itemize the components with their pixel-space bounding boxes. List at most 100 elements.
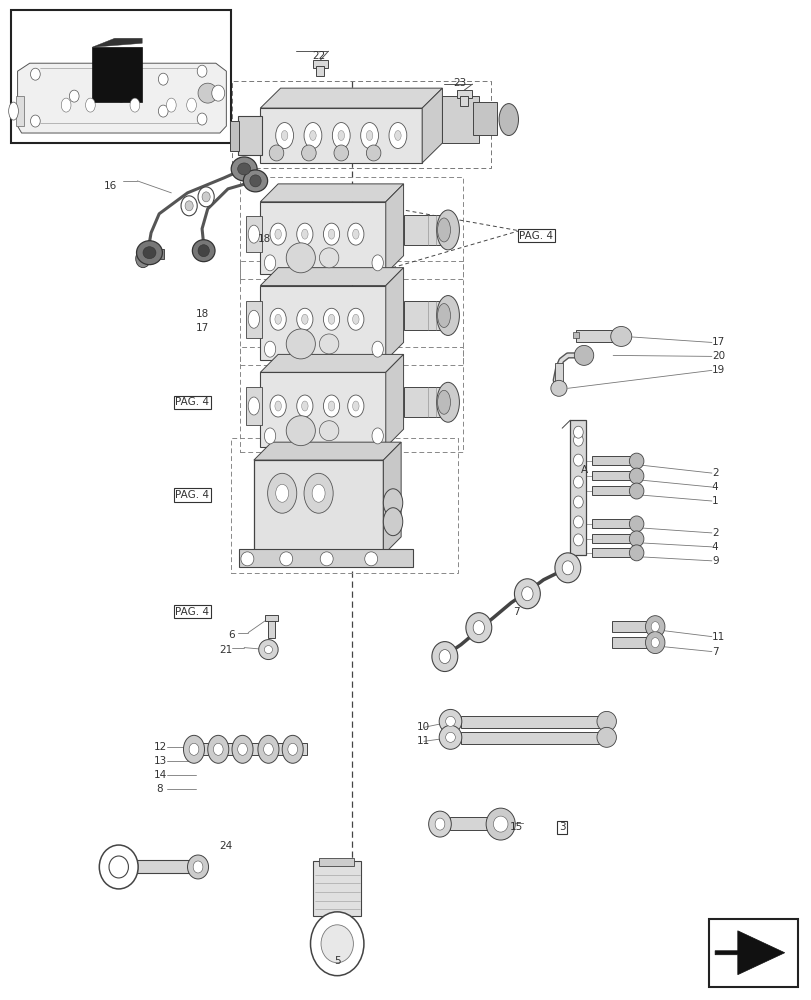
Ellipse shape [296, 308, 312, 330]
Ellipse shape [629, 531, 643, 547]
Bar [449, 817, 498, 830]
Ellipse shape [435, 818, 444, 830]
Text: 10: 10 [417, 722, 430, 732]
Ellipse shape [31, 68, 41, 80]
Ellipse shape [198, 83, 217, 103]
Ellipse shape [280, 552, 292, 566]
Text: 18: 18 [195, 309, 208, 319]
Ellipse shape [286, 243, 315, 273]
Ellipse shape [185, 201, 193, 211]
Ellipse shape [243, 170, 268, 192]
Ellipse shape [183, 735, 204, 763]
Ellipse shape [269, 145, 284, 161]
Bar [260, 286, 385, 360]
Ellipse shape [629, 468, 643, 484]
Ellipse shape [436, 210, 459, 250]
Ellipse shape [248, 397, 260, 415]
Ellipse shape [264, 428, 276, 444]
Ellipse shape [158, 73, 168, 85]
Ellipse shape [514, 579, 539, 609]
Ellipse shape [650, 622, 659, 632]
Text: 8: 8 [157, 784, 163, 794]
Ellipse shape [333, 145, 348, 161]
Ellipse shape [296, 223, 312, 245]
Ellipse shape [248, 225, 260, 243]
Text: 2: 2 [711, 468, 718, 478]
Text: 17: 17 [711, 337, 724, 347]
Ellipse shape [573, 476, 582, 488]
Polygon shape [383, 442, 401, 555]
Bar [246, 301, 262, 338]
Ellipse shape [193, 861, 203, 873]
Bar [457, 90, 471, 98]
Ellipse shape [241, 552, 254, 566]
Ellipse shape [303, 123, 321, 148]
Text: 7: 7 [513, 607, 520, 617]
Text: 13: 13 [153, 756, 166, 766]
Ellipse shape [650, 638, 659, 648]
Text: PAG. 4: PAG. 4 [175, 397, 209, 407]
Ellipse shape [301, 314, 307, 324]
Ellipse shape [320, 925, 353, 963]
Ellipse shape [371, 428, 383, 444]
Bar [473, 102, 497, 135]
Bar [246, 216, 262, 252]
Ellipse shape [270, 223, 286, 245]
Bar [186, 743, 307, 755]
Text: 16: 16 [104, 181, 117, 191]
Ellipse shape [596, 711, 616, 731]
Ellipse shape [213, 743, 223, 755]
Bar [260, 372, 385, 447]
Ellipse shape [445, 732, 455, 742]
Ellipse shape [439, 709, 461, 733]
Ellipse shape [573, 454, 582, 466]
Text: 12: 12 [153, 742, 166, 752]
Ellipse shape [610, 326, 631, 346]
Bar [460, 96, 468, 106]
Text: PAG. 4: PAG. 4 [175, 490, 209, 500]
Bar [403, 301, 442, 330]
Ellipse shape [383, 508, 402, 536]
Bar [240, 347, 462, 452]
Ellipse shape [371, 255, 383, 271]
Text: 5: 5 [333, 956, 340, 966]
Ellipse shape [383, 489, 402, 517]
Ellipse shape [629, 545, 643, 561]
Ellipse shape [347, 223, 363, 245]
Ellipse shape [366, 131, 372, 141]
Bar [92, 47, 142, 102]
Ellipse shape [328, 401, 334, 411]
Ellipse shape [135, 250, 150, 268]
Ellipse shape [282, 735, 303, 763]
Ellipse shape [347, 308, 363, 330]
Ellipse shape [212, 85, 225, 101]
Bar [231, 438, 457, 573]
Polygon shape [92, 38, 142, 47]
Ellipse shape [486, 808, 515, 840]
Text: 15: 15 [509, 822, 523, 832]
Ellipse shape [319, 334, 338, 354]
Ellipse shape [275, 229, 281, 239]
Ellipse shape [328, 229, 334, 239]
Ellipse shape [466, 613, 491, 643]
Ellipse shape [130, 98, 139, 112]
Bar [240, 261, 462, 365]
Bar [575, 330, 617, 342]
Ellipse shape [301, 145, 315, 161]
Ellipse shape [301, 229, 307, 239]
Ellipse shape [596, 727, 616, 747]
Ellipse shape [437, 218, 450, 242]
Bar [403, 215, 442, 245]
Bar [611, 621, 652, 632]
Bar [16, 96, 24, 126]
Ellipse shape [275, 401, 281, 411]
Text: PAG. 4: PAG. 4 [175, 607, 209, 617]
Ellipse shape [301, 401, 307, 411]
Ellipse shape [431, 642, 457, 672]
Ellipse shape [202, 192, 210, 202]
Ellipse shape [187, 855, 208, 879]
Bar [591, 471, 633, 480]
Text: 6: 6 [229, 630, 235, 640]
Ellipse shape [208, 735, 229, 763]
Ellipse shape [309, 131, 315, 141]
